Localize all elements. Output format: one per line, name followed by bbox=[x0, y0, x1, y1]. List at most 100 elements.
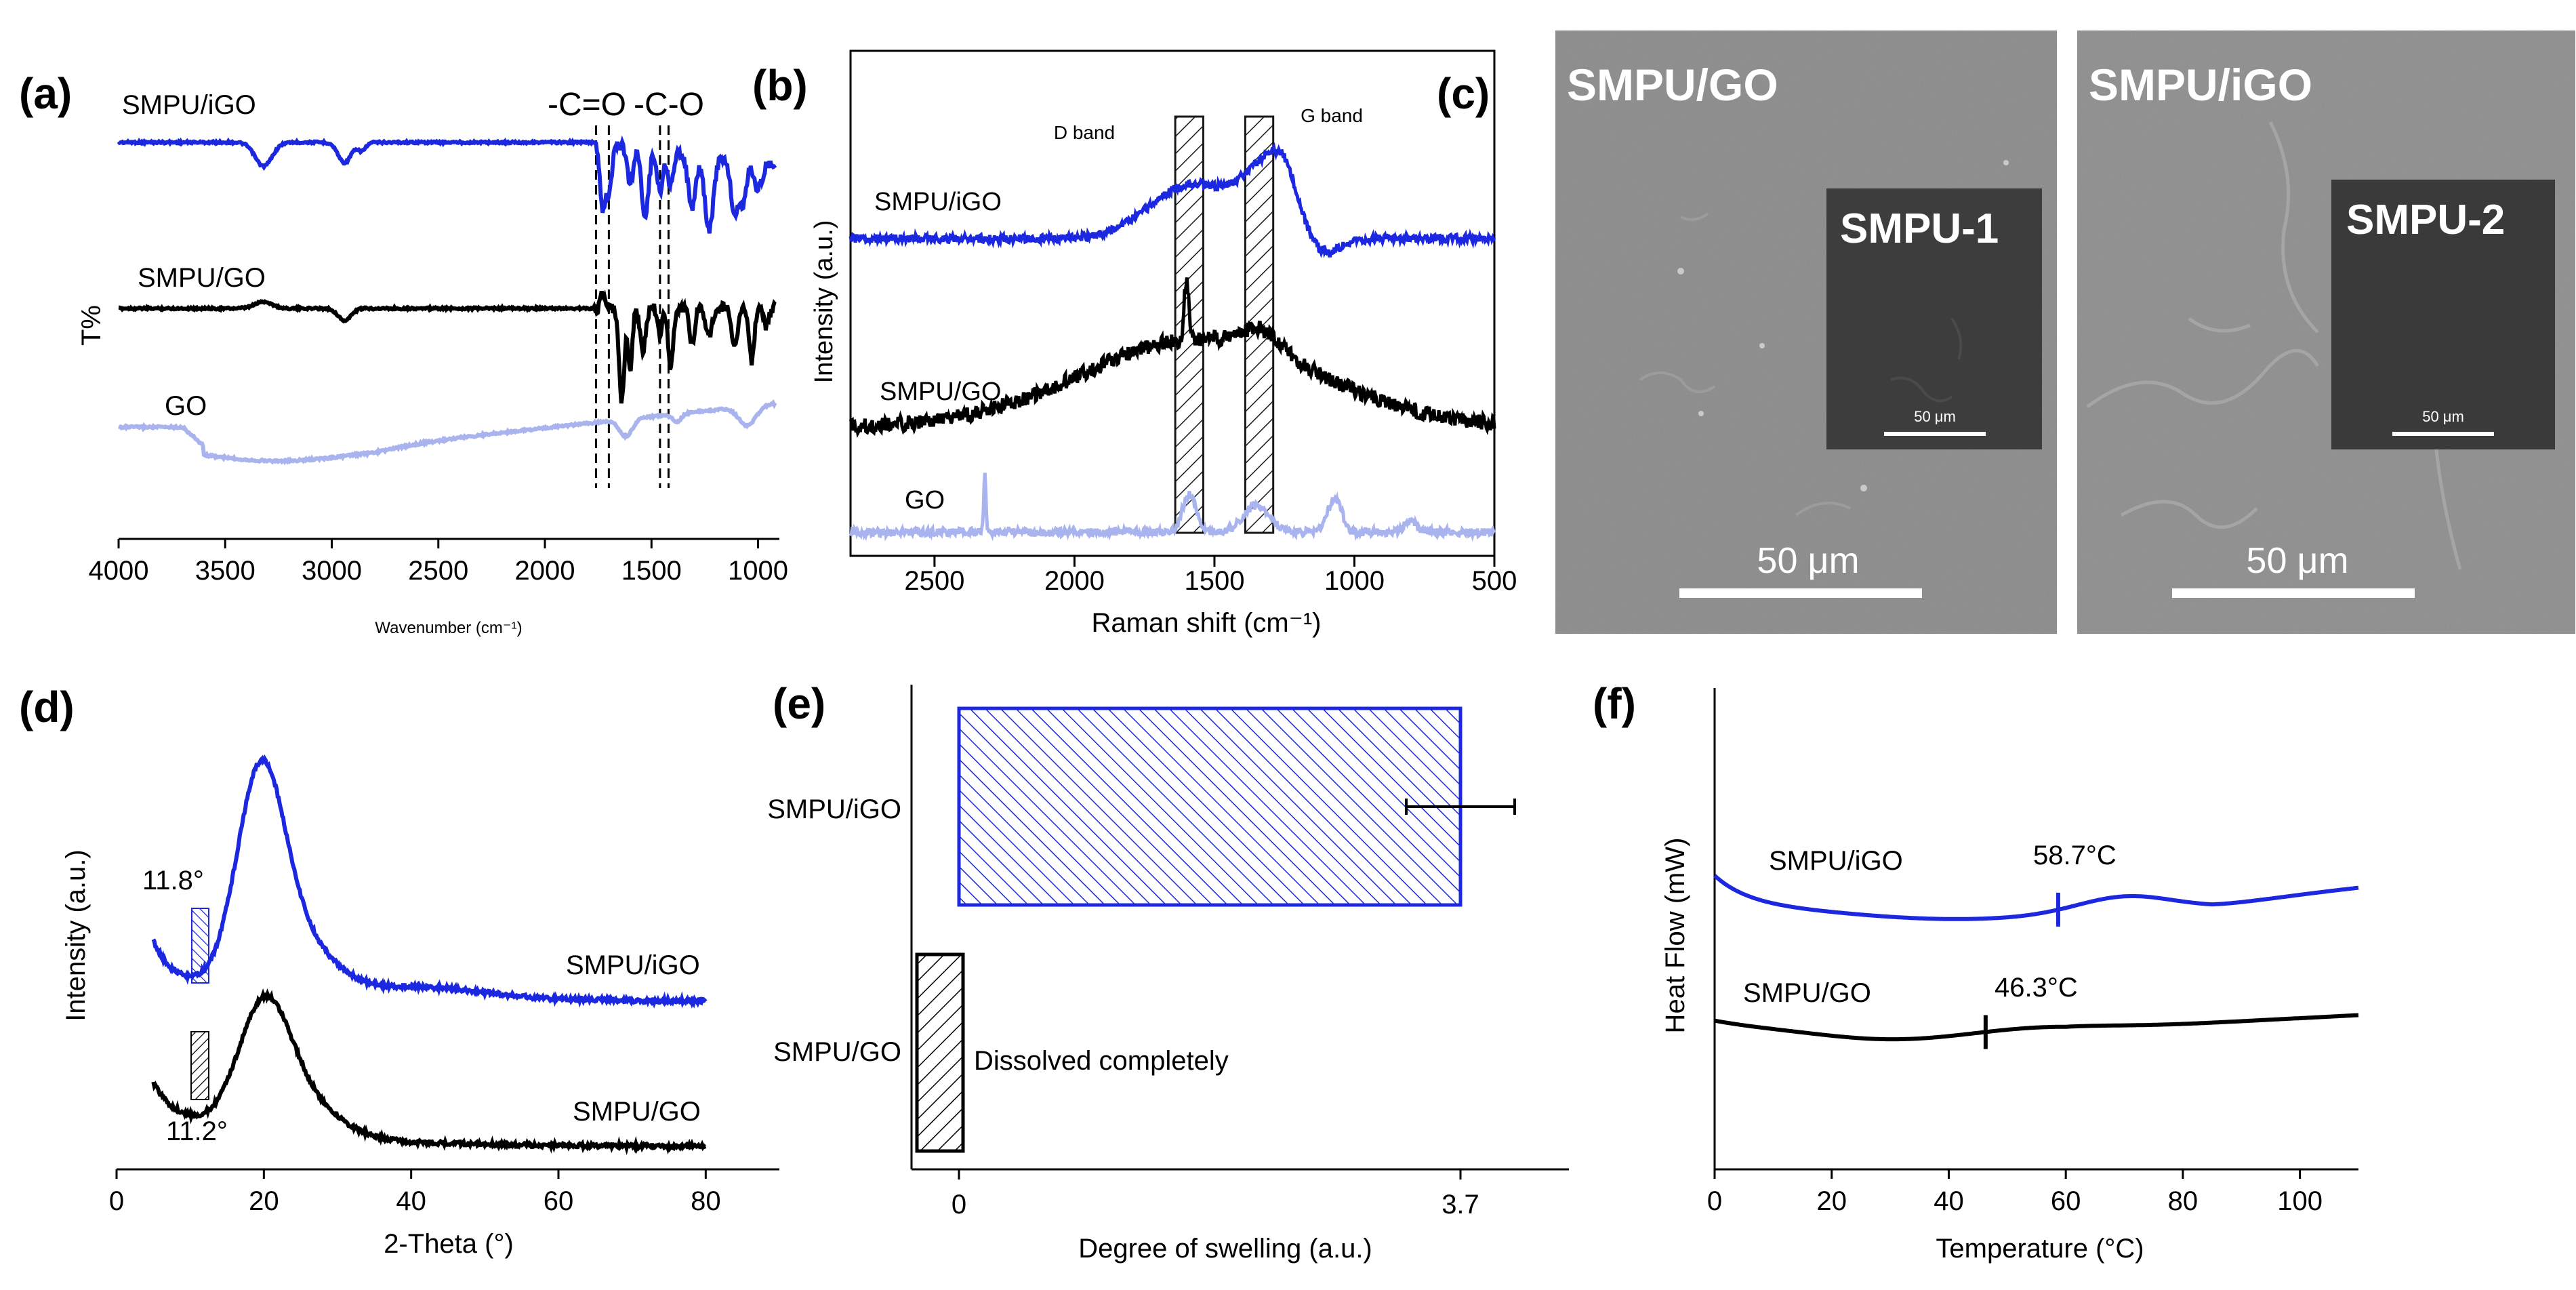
ftir-tick-label-6: 1000 bbox=[728, 556, 788, 586]
dsc-annotation-igo-temp: 58.7°C bbox=[2033, 841, 2117, 870]
sem-left-scalebar bbox=[1679, 588, 1922, 598]
sem-images: SMPU/GO SMPU-1 50 μm 50 μm SMPU/iGO SMPU… bbox=[1555, 31, 2575, 634]
swelling-error-bar bbox=[1405, 799, 1516, 815]
raman-series-go bbox=[849, 472, 1496, 542]
raman-annotation-d-band: D band bbox=[1054, 122, 1115, 143]
dsc-series-smpu-go bbox=[1714, 1013, 2359, 1042]
xrd-chart: 0 20 40 60 80 11.8° 11.2° SMPU/iGO SMPU/GO I… bbox=[61, 754, 779, 1259]
xrd-label-smpu-igo: SMPU/iGO bbox=[566, 950, 700, 980]
raman-tick-label-0: 2500 bbox=[904, 566, 964, 596]
raman-y-label: Intensity (a.u.) bbox=[810, 220, 838, 384]
panel-label-f: (f) bbox=[1593, 679, 1636, 728]
sem-left-inset-scalebar bbox=[1884, 432, 1986, 436]
ftir-tick-label-1: 3500 bbox=[195, 556, 255, 586]
xrd-series-smpu-go bbox=[151, 988, 707, 1156]
sem-left-inset-scale-label: 50 μm bbox=[1914, 408, 1956, 425]
dsc-tick-label-2: 40 bbox=[1934, 1186, 1964, 1216]
dsc-tick-label-4: 80 bbox=[2168, 1186, 2199, 1216]
xrd-label-smpu-go: SMPU/GO bbox=[573, 1097, 701, 1127]
dsc-y-label: Heat Flow (mW) bbox=[1660, 838, 1690, 1034]
sem-image-left: SMPU/GO SMPU-1 50 μm 50 μm bbox=[1555, 31, 2057, 634]
raman-label-smpu-igo: SMPU/iGO bbox=[874, 188, 1002, 216]
swelling-category-smpu-igo: SMPU/iGO bbox=[767, 794, 901, 824]
xrd-annotation-go-peak: 11.2° bbox=[166, 1116, 228, 1146]
raman-tick-label-4: 500 bbox=[1472, 566, 1517, 596]
xrd-tick-label-0: 0 bbox=[109, 1186, 124, 1216]
raman-label-go: GO bbox=[905, 486, 945, 515]
ftir-annotation-co-double: -C=O bbox=[548, 87, 626, 123]
swelling-chart: 0 3.7 SMPU/iGO SMPU/GO Dissolved complete… bbox=[767, 685, 1569, 1264]
ftir-tick-label-3: 2500 bbox=[408, 556, 468, 586]
raman-tick-label-2: 1500 bbox=[1184, 566, 1244, 596]
raman-series-smpu-igo bbox=[849, 142, 1496, 259]
swelling-category-smpu-go: SMPU/GO bbox=[773, 1037, 901, 1067]
xrd-tick-label-2: 40 bbox=[396, 1186, 426, 1216]
panel-label-a: (a) bbox=[19, 69, 72, 118]
sem-image-right: SMPU/iGO SMPU-2 50 μm 50 μm bbox=[2077, 31, 2575, 634]
dsc-tick-label-5: 100 bbox=[2277, 1186, 2323, 1216]
xrd-annotation-igo-peak: 11.8° bbox=[142, 866, 204, 895]
dsc-annotation-go-temp: 46.3°C bbox=[1995, 973, 2078, 1003]
ftir-y-label: T% bbox=[77, 305, 106, 346]
sem-right-inset-scalebar bbox=[2392, 432, 2494, 436]
raman-x-label: Raman shift (cm⁻¹) bbox=[1092, 608, 1322, 638]
sem-left-inset bbox=[1826, 188, 2042, 449]
swelling-annotation-dissolved: Dissolved completely bbox=[974, 1046, 1229, 1076]
xrd-x-label: 2-Theta (°) bbox=[384, 1229, 514, 1259]
sem-left-title: SMPU/GO bbox=[1567, 60, 1778, 110]
sem-right-title: SMPU/iGO bbox=[2089, 60, 2312, 110]
xrd-marker-smpu-go bbox=[190, 1031, 209, 1100]
raman-annotation-g-band: G band bbox=[1301, 105, 1363, 126]
panel-label-e: (e) bbox=[773, 679, 825, 728]
raman-label-smpu-go: SMPU/GO bbox=[880, 378, 1001, 406]
swelling-bar-smpu-go bbox=[915, 952, 965, 1153]
panel-label-d: (d) bbox=[19, 683, 75, 731]
xrd-marker-smpu-igo bbox=[191, 908, 209, 984]
sem-right-scale-label: 50 μm bbox=[2246, 540, 2348, 581]
ftir-tick-label-4: 2000 bbox=[515, 556, 575, 586]
dsc-tick-label-3: 60 bbox=[2051, 1186, 2081, 1216]
panel-label-b: (b) bbox=[752, 61, 808, 110]
xrd-series-smpu-igo bbox=[151, 754, 708, 1009]
ftir-label-smpu-igo: SMPU/iGO bbox=[122, 90, 256, 120]
ftir-x-ticks: 4000 3500 3000 2500 2000 1500 1000 bbox=[89, 539, 788, 586]
raman-chart: 2500 2000 1500 1000 500 SMPU/iGO SMPU/GO GO … bbox=[810, 49, 1517, 638]
dsc-chart: 0 20 40 60 80 100 SMPU/iGO SMPU/GO 58.7°C 46.… bbox=[1660, 688, 2359, 1264]
xrd-tick-label-4: 80 bbox=[691, 1186, 721, 1216]
raman-tick-label-3: 1000 bbox=[1324, 566, 1385, 596]
xrd-tick-label-1: 20 bbox=[249, 1186, 279, 1216]
sem-right-inset-scale-label: 50 μm bbox=[2422, 408, 2464, 425]
ftir-series-smpu-go bbox=[118, 289, 777, 404]
swelling-tick-label-1: 3.7 bbox=[1442, 1190, 1479, 1220]
ftir-label-go: GO bbox=[165, 391, 207, 421]
ftir-tick-label-0: 4000 bbox=[89, 556, 149, 586]
dsc-series-smpu-igo bbox=[1713, 874, 2359, 921]
dsc-label-smpu-igo: SMPU/iGO bbox=[1769, 846, 1903, 876]
ftir-series-smpu-igo bbox=[117, 135, 777, 234]
raman-tick-label-1: 2000 bbox=[1044, 566, 1105, 596]
ftir-annotation-co-single: -C-O bbox=[634, 87, 704, 123]
panel-label-c: (c) bbox=[1437, 69, 1490, 118]
ftir-chart: 4000 3500 3000 2500 2000 1500 1000 SMPU/iGO SM… bbox=[77, 87, 788, 637]
dsc-tick-label-0: 0 bbox=[1707, 1186, 1722, 1216]
dsc-x-label: Temperature (°C) bbox=[1936, 1234, 2144, 1264]
sem-left-inset-title: SMPU-1 bbox=[1840, 205, 1999, 252]
sem-right-inset bbox=[2331, 180, 2555, 449]
xrd-y-label: Intensity (a.u.) bbox=[61, 849, 91, 1021]
ftir-series-go bbox=[117, 399, 777, 466]
ftir-tick-label-5: 1500 bbox=[621, 556, 682, 586]
swelling-x-label: Degree of swelling (a.u.) bbox=[1078, 1234, 1372, 1264]
raman-frame bbox=[849, 49, 1496, 557]
ftir-x-label: Wavenumber (cm⁻¹) bbox=[375, 619, 522, 637]
sem-left-scale-label: 50 μm bbox=[1757, 540, 1859, 581]
swelling-tick-label-0: 0 bbox=[952, 1190, 966, 1220]
dsc-tick-label-1: 20 bbox=[1816, 1186, 1847, 1216]
swelling-bar-smpu-igo bbox=[957, 706, 1463, 907]
ftir-tick-label-2: 3000 bbox=[302, 556, 362, 586]
sem-right-inset-title: SMPU-2 bbox=[2346, 197, 2505, 243]
dsc-label-smpu-go: SMPU/GO bbox=[1743, 978, 1871, 1008]
ftir-label-smpu-go: SMPU/GO bbox=[138, 263, 266, 293]
raman-series-smpu-go bbox=[849, 277, 1496, 439]
sem-right-scalebar bbox=[2172, 588, 2415, 598]
